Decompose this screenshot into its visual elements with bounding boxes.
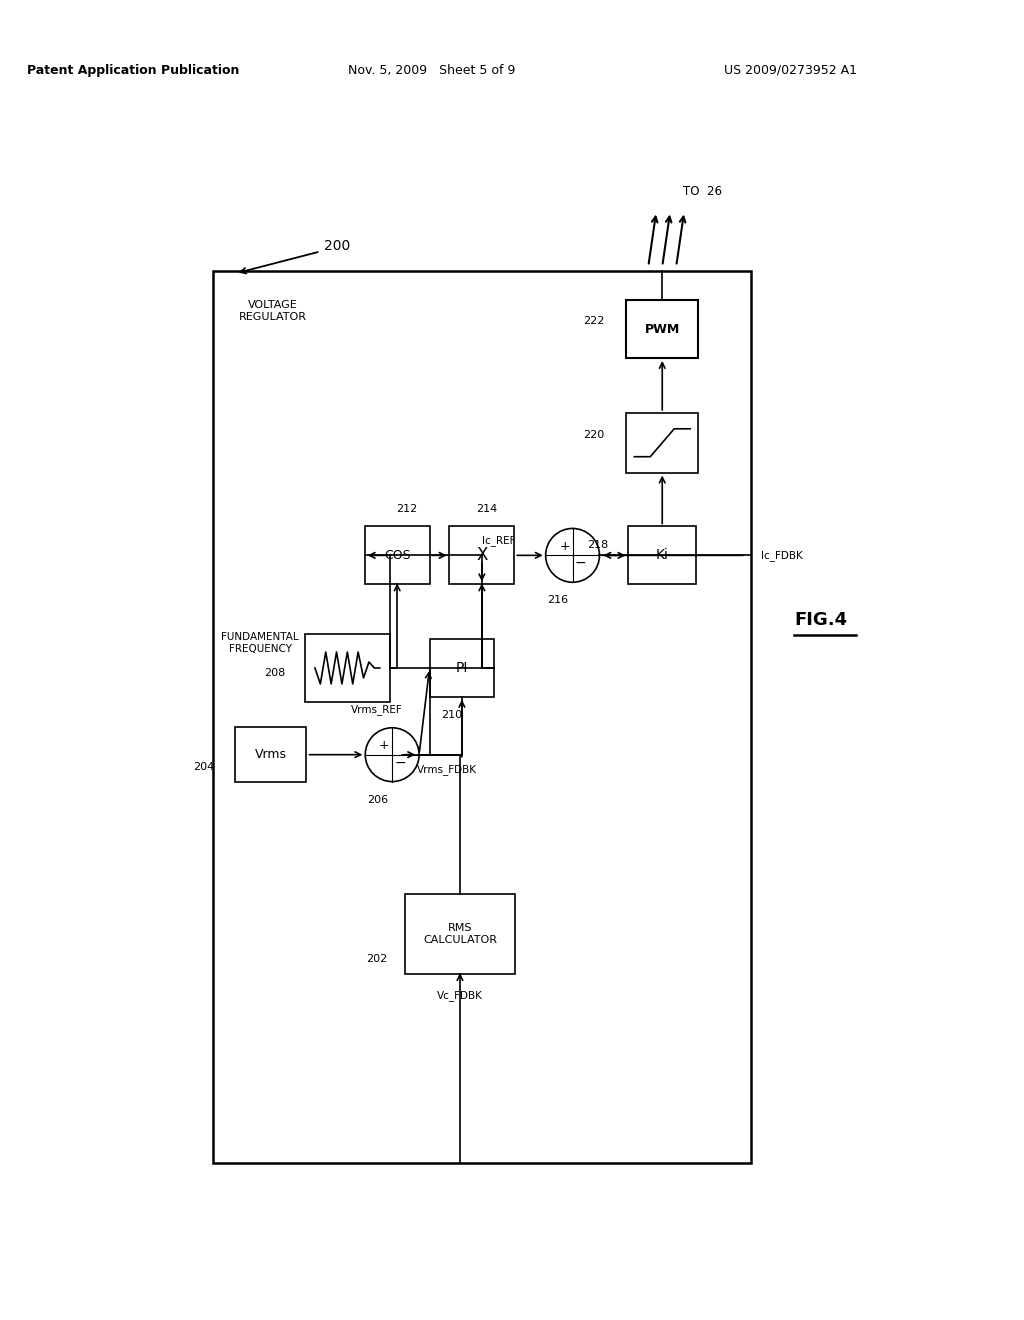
Bar <box>365 527 429 585</box>
Text: −: − <box>394 755 406 770</box>
Text: Nov. 5, 2009   Sheet 5 of 9: Nov. 5, 2009 Sheet 5 of 9 <box>348 63 516 77</box>
Text: Vc_FDBK: Vc_FDBK <box>437 990 483 1002</box>
Text: 204: 204 <box>194 762 215 772</box>
Text: 206: 206 <box>367 795 388 804</box>
Text: 214: 214 <box>476 503 498 513</box>
Circle shape <box>366 727 419 781</box>
Text: FUNDAMENTAL
FREQUENCY: FUNDAMENTAL FREQUENCY <box>221 632 299 653</box>
Text: +: + <box>379 739 389 752</box>
Bar <box>406 894 515 974</box>
Text: PWM: PWM <box>645 322 680 335</box>
Text: 216: 216 <box>547 595 568 605</box>
Text: Ic_FDBK: Ic_FDBK <box>761 550 803 561</box>
Text: 218: 218 <box>587 540 608 550</box>
Text: 208: 208 <box>264 668 285 678</box>
Text: X: X <box>476 546 487 565</box>
Text: Patent Application Publication: Patent Application Publication <box>27 63 240 77</box>
Text: PI: PI <box>456 661 468 675</box>
Bar <box>234 727 306 781</box>
Text: 220: 220 <box>584 430 604 440</box>
Bar <box>429 639 495 697</box>
Text: VOLTAGE
REGULATOR: VOLTAGE REGULATOR <box>239 301 306 322</box>
Text: 222: 222 <box>583 317 604 326</box>
Text: 210: 210 <box>441 710 463 719</box>
Text: Vrms_REF: Vrms_REF <box>351 705 403 715</box>
Bar <box>213 272 751 1163</box>
Text: +: + <box>559 540 570 553</box>
Circle shape <box>546 528 599 582</box>
Text: 200: 200 <box>325 239 350 253</box>
Bar <box>450 527 514 585</box>
Bar <box>629 527 696 585</box>
Text: COS: COS <box>384 549 411 562</box>
Bar <box>305 634 390 702</box>
Text: Vrms: Vrms <box>255 748 287 762</box>
Text: TO  26: TO 26 <box>683 185 722 198</box>
Text: Vrms_FDBK: Vrms_FDBK <box>417 764 477 775</box>
Text: 212: 212 <box>396 503 418 513</box>
Text: 202: 202 <box>366 954 387 964</box>
Text: FIG.4: FIG.4 <box>795 611 847 630</box>
Text: −: − <box>574 556 587 570</box>
Text: Ki: Ki <box>655 548 669 562</box>
Bar <box>627 300 698 358</box>
Text: RMS
CALCULATOR: RMS CALCULATOR <box>423 923 497 945</box>
Text: US 2009/0273952 A1: US 2009/0273952 A1 <box>724 63 857 77</box>
Bar <box>627 413 698 473</box>
Text: Ic_REF: Ic_REF <box>482 535 516 546</box>
